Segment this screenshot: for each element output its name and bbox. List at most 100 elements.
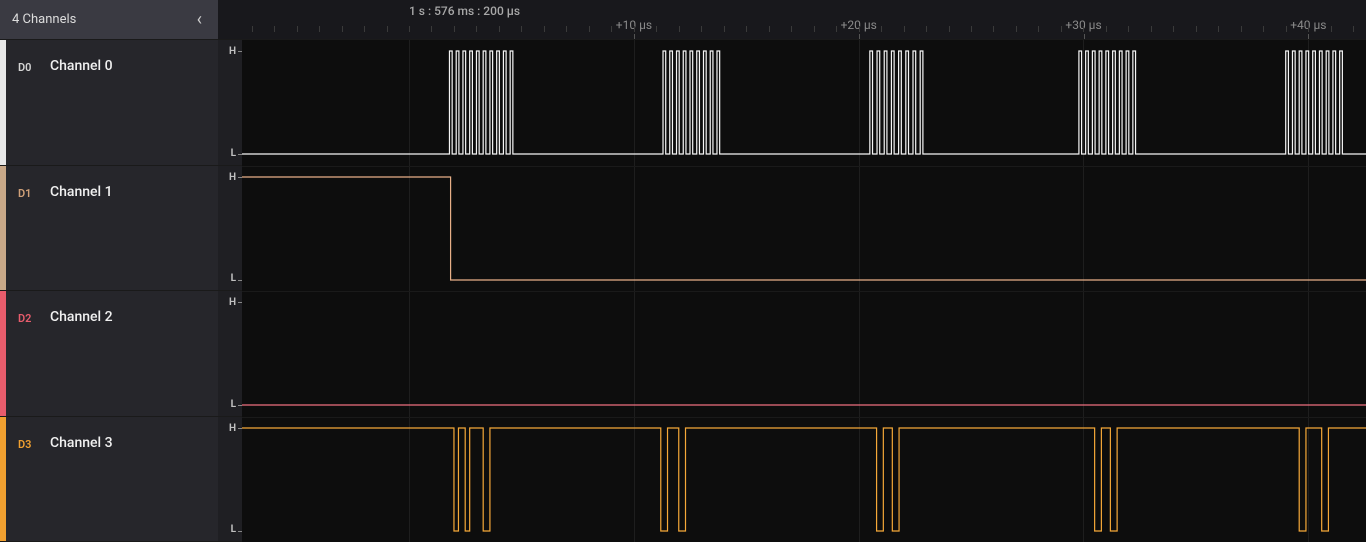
waveform-svg <box>242 40 1366 166</box>
ruler-minor-tick <box>499 26 500 32</box>
channel-accent-stripe <box>0 40 6 165</box>
ruler-minor-tick <box>1331 26 1332 32</box>
channel-name-label: Channel 2 <box>50 309 113 325</box>
hl-gutter: HLHLHLHL <box>218 40 242 542</box>
ruler-minor-tick <box>297 26 298 32</box>
ruler-minor-tick <box>1061 26 1062 32</box>
ruler-minor-tick <box>1286 26 1287 32</box>
ruler-minor-tick <box>881 26 882 32</box>
ruler-minor-tick <box>409 26 410 32</box>
ruler-origin-label: 1 s : 576 ms : 200 µs <box>409 4 520 18</box>
ruler-minor-tick <box>1353 26 1354 32</box>
channel-accent-stripe <box>0 291 6 416</box>
ruler-minor-tick <box>431 26 432 32</box>
ruler-minor-tick <box>521 26 522 32</box>
ruler-minor-tick <box>746 26 747 32</box>
ruler-minor-tick <box>1308 26 1309 32</box>
waveform-area[interactable] <box>242 40 1366 542</box>
channels-count-label: 4 Channels <box>12 12 76 27</box>
ruler-gutter <box>218 0 242 40</box>
ruler-minor-tick <box>904 26 905 32</box>
high-label: H <box>229 423 236 434</box>
top-row: 4 Channels ‹ 1 s : 576 ms : 200 µs+10 µs… <box>0 0 1366 40</box>
ruler-minor-tick <box>1241 26 1242 32</box>
ruler-minor-tick <box>949 26 950 32</box>
ruler-minor-tick <box>679 26 680 32</box>
channel-label-row[interactable]: D2 Channel 2 <box>0 291 218 417</box>
ruler-minor-tick <box>387 26 388 32</box>
gutter-cell: HL <box>218 40 242 166</box>
ruler-minor-tick <box>836 26 837 32</box>
ruler-minor-tick <box>1016 26 1017 32</box>
waveform-trace <box>242 177 1366 280</box>
ruler-minor-tick <box>1196 26 1197 32</box>
app-root: 4 Channels ‹ 1 s : 576 ms : 200 µs+10 µs… <box>0 0 1366 542</box>
ruler-minor-tick <box>364 26 365 32</box>
ruler-minor-tick <box>656 26 657 32</box>
ruler-minor-tick <box>859 26 860 32</box>
ruler-minor-tick <box>1263 26 1264 32</box>
ruler-minor-tick <box>769 26 770 32</box>
ruler-minor-tick <box>814 26 815 32</box>
channel-accent-stripe <box>0 417 6 542</box>
ruler-minor-tick <box>566 26 567 32</box>
waveform-row[interactable] <box>242 417 1366 542</box>
ruler-minor-tick <box>1173 26 1174 32</box>
channel-id-label: D0 <box>18 61 36 74</box>
high-label: H <box>229 172 236 183</box>
gutter-cell: HL <box>218 166 242 292</box>
waveform-trace <box>242 428 1366 531</box>
ruler-minor-tick <box>544 26 545 32</box>
low-label: L <box>231 399 236 410</box>
ruler-minor-tick <box>1151 26 1152 32</box>
ruler-minor-tick <box>971 26 972 32</box>
ruler-minor-tick <box>319 26 320 32</box>
ruler-minor-tick <box>611 26 612 32</box>
channel-label-row[interactable]: D1 Channel 1 <box>0 166 218 292</box>
channel-label-row[interactable]: D0 Channel 0 <box>0 40 218 166</box>
channel-id-label: D2 <box>18 312 36 325</box>
ruler-minor-tick <box>1106 26 1107 32</box>
channel-sidebar: D0 Channel 0 D1 Channel 1 D2 Channel 2 D3 Chann… <box>0 40 218 542</box>
ruler-minor-tick <box>342 26 343 32</box>
waveform-svg <box>242 291 1366 417</box>
ruler-minor-tick <box>589 26 590 32</box>
sidebar-header: 4 Channels ‹ <box>0 0 218 40</box>
channel-id-label: D1 <box>18 187 36 200</box>
channel-id-label: D3 <box>18 438 36 451</box>
waveform-row[interactable] <box>242 40 1366 166</box>
ruler-minor-tick <box>252 26 253 32</box>
ruler-minor-tick <box>791 26 792 32</box>
ruler-minor-tick <box>993 26 994 32</box>
ruler-minor-tick <box>274 26 275 32</box>
channel-accent-stripe <box>0 166 6 291</box>
ruler-minor-tick <box>476 26 477 32</box>
ruler-minor-tick <box>701 26 702 32</box>
high-label: H <box>229 46 236 57</box>
channel-label-row[interactable]: D3 Channel 3 <box>0 417 218 542</box>
waveform-row[interactable] <box>242 166 1366 292</box>
channel-name-label: Channel 0 <box>50 58 113 74</box>
ruler-minor-tick <box>926 26 927 32</box>
ruler-minor-tick <box>724 26 725 32</box>
channel-name-label: Channel 1 <box>50 184 113 200</box>
waveform-row[interactable] <box>242 291 1366 417</box>
collapse-sidebar-icon[interactable]: ‹ <box>193 9 206 30</box>
low-label: L <box>231 148 236 159</box>
waveform-svg <box>242 166 1366 292</box>
ruler-minor-tick <box>1218 26 1219 32</box>
waveform-trace <box>242 51 1366 154</box>
high-label: H <box>229 297 236 308</box>
ruler-minor-tick <box>1128 26 1129 32</box>
channel-name-label: Channel 3 <box>50 435 113 451</box>
ruler-minor-tick <box>1083 26 1084 32</box>
gutter-cell: HL <box>218 291 242 417</box>
time-ruler[interactable]: 1 s : 576 ms : 200 µs+10 µs+20 µs+30 µs+… <box>242 0 1366 40</box>
gutter-cell: HL <box>218 417 242 542</box>
low-label: L <box>231 273 236 284</box>
ruler-minor-tick <box>454 26 455 32</box>
waveform-svg <box>242 417 1366 542</box>
low-label: L <box>231 524 236 535</box>
body: D0 Channel 0 D1 Channel 1 D2 Channel 2 D3 Chann… <box>0 40 1366 542</box>
ruler-minor-tick <box>634 26 635 32</box>
